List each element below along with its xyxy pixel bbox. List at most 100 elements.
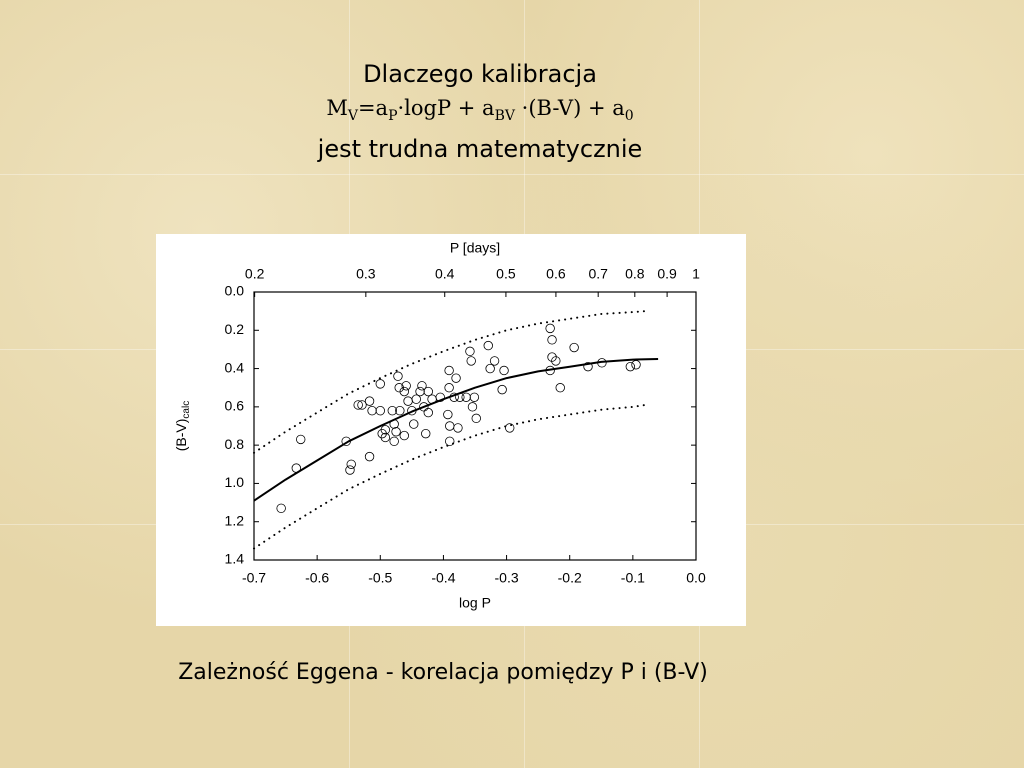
x2-tick-label: 0.4 — [435, 266, 455, 282]
data-point — [547, 335, 557, 345]
formula-subscript: BV — [494, 108, 515, 125]
y-tick-label: 0.4 — [225, 359, 245, 375]
data-point — [401, 381, 411, 391]
x-tick-label: -0.3 — [495, 570, 519, 586]
tile-seam — [0, 174, 1024, 175]
data-point — [583, 361, 593, 372]
x2-tick-label: 0.5 — [496, 266, 516, 282]
data-point — [353, 400, 363, 410]
caption: Zależność Eggena - korelacja pomiędzy P … — [178, 660, 708, 685]
data-point — [375, 379, 385, 389]
data-point — [346, 459, 356, 469]
x2-tick-label: 0.3 — [356, 266, 376, 282]
formula-text: ·logP + a — [397, 96, 495, 120]
y-tick-label: 1.4 — [225, 551, 245, 567]
fit-curve — [253, 358, 659, 502]
data-point — [276, 503, 286, 514]
data-point — [380, 432, 391, 443]
data-point — [466, 356, 476, 366]
data-point — [545, 323, 555, 334]
data-point — [444, 365, 454, 376]
y-axis-label: (B-V)calc — [173, 401, 192, 451]
data-point — [469, 392, 480, 402]
data-point — [393, 371, 403, 381]
data-point — [453, 423, 463, 433]
data-point — [345, 465, 355, 475]
data-point — [399, 430, 409, 441]
data-point — [467, 402, 478, 412]
formula-subscript: 0 — [624, 108, 634, 125]
x2-tick-label: 0.8 — [625, 266, 645, 282]
x-tick-label: -0.6 — [305, 570, 329, 586]
heading-line: Dlaczego kalibracja — [363, 60, 597, 88]
x2-tick-label: 0.7 — [588, 266, 608, 282]
data-point — [421, 428, 431, 439]
data-point — [569, 342, 579, 353]
data-point — [471, 413, 481, 424]
data-point — [417, 381, 427, 391]
y-tick-label: 1.2 — [225, 512, 245, 528]
data-point — [547, 352, 557, 362]
x-tick-label: -0.5 — [368, 570, 392, 586]
data-point — [394, 383, 404, 393]
y-tick-label: 0.8 — [225, 436, 245, 452]
y-tick-label: 1.0 — [225, 474, 245, 490]
x-tick-label: -0.1 — [621, 570, 645, 586]
x2-axis-label: P [days] — [450, 240, 500, 256]
x2-tick-label: 0.9 — [657, 266, 677, 282]
y-tick-label: 0.0 — [225, 283, 245, 299]
data-point — [296, 434, 306, 445]
x-tick-label: -0.4 — [431, 570, 455, 586]
data-point — [625, 361, 636, 372]
data-point — [364, 451, 375, 462]
data-point — [443, 409, 453, 420]
data-point — [485, 363, 495, 374]
data-point — [387, 405, 397, 416]
data-point — [451, 373, 461, 383]
data-point — [551, 356, 561, 366]
formula-text: =a — [357, 96, 389, 120]
formula-text: ·(B-V) + a — [514, 96, 625, 120]
x-tick-label: -0.7 — [242, 570, 266, 586]
data-point — [357, 400, 367, 410]
plot-frame — [253, 291, 697, 561]
y-tick-label: 0.6 — [225, 398, 245, 414]
x2-tick-label: 1 — [692, 266, 700, 282]
data-point — [423, 386, 433, 397]
formula-text: M — [326, 96, 348, 120]
data-point — [411, 394, 421, 404]
data-point — [555, 383, 565, 393]
formula-subscript: V — [347, 108, 358, 125]
data-point — [505, 423, 515, 433]
data-point — [364, 396, 375, 406]
bound-curve — [253, 310, 647, 454]
data-point — [399, 386, 409, 397]
data-point — [375, 405, 385, 416]
data-point — [423, 407, 433, 418]
data-point — [497, 384, 507, 395]
x2-tick-label: 0.2 — [245, 266, 265, 282]
heading-line: jest trudna matematycznie — [317, 135, 643, 164]
x-tick-label: 0.0 — [686, 570, 706, 586]
data-point — [444, 383, 454, 393]
data-point — [435, 392, 445, 402]
heading: Dlaczego kalibracja MV=aP·logP + aBV ·(B… — [230, 58, 730, 166]
data-point — [445, 436, 455, 447]
formula-subscript: P — [388, 108, 398, 125]
bound-curve — [253, 403, 647, 550]
data-point — [483, 340, 493, 351]
y-tick-label: 0.2 — [225, 321, 245, 337]
x-axis-label: log P — [459, 595, 491, 611]
data-point — [489, 356, 500, 366]
y-label-sub: calc — [181, 401, 192, 419]
data-point — [499, 365, 509, 376]
x-tick-label: -0.2 — [558, 570, 582, 586]
y-label-main: (B-V) — [173, 419, 189, 452]
formula: MV=aP·logP + aBV ·(B-V) + a0 — [230, 91, 730, 133]
data-point — [465, 346, 475, 357]
data-point — [389, 436, 399, 447]
x2-tick-label: 0.6 — [546, 266, 566, 282]
data-point — [395, 405, 405, 416]
